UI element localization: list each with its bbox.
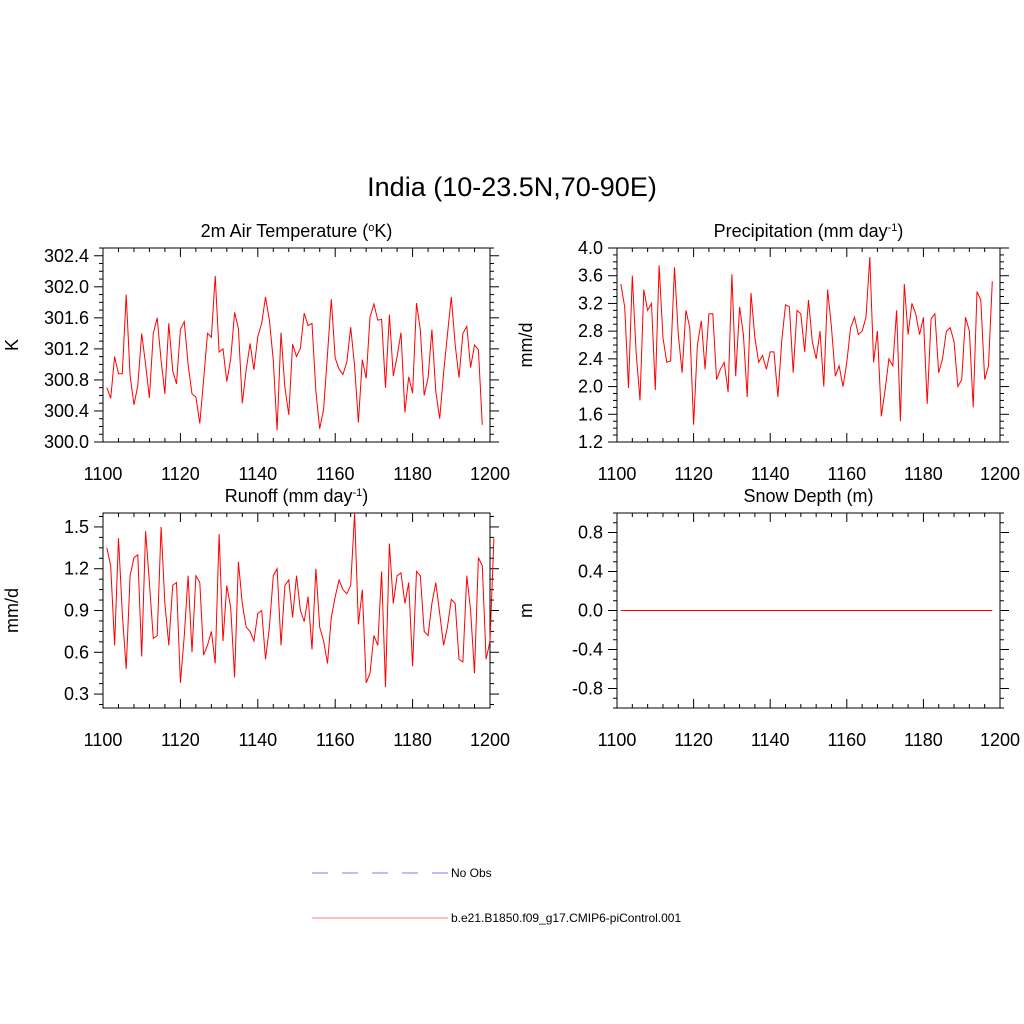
legend-label-picontrol: b.e21.B1850.f09_g17.CMIP6-piControl.001 — [451, 911, 681, 925]
panel-1-xtick-label: 1200 — [470, 464, 510, 484]
panel-3-xtick-label: 1200 — [470, 730, 510, 750]
panel-4-xtick-label: 1100 — [598, 730, 637, 750]
panel-3-series-line — [106, 512, 495, 688]
legend: No Obs b.e21.B1850.f09_g17.CMIP6-piContr… — [312, 866, 681, 925]
panel-3-xtick-label: 1140 — [238, 730, 277, 750]
panel-2-ytick-label: 3.6 — [578, 266, 603, 286]
panel-1-ytick-label: 302.4 — [44, 246, 89, 266]
panel-4-ylabel: m — [516, 603, 536, 618]
figure-title: India (10-23.5N,70-90E) — [367, 172, 657, 202]
panel-4-xtick-label: 1160 — [827, 730, 866, 750]
panel-1-ylabel: K — [2, 339, 22, 351]
panel-4-ytick-label: 0.0 — [578, 601, 603, 621]
panel-1-frame — [102, 247, 491, 443]
panel-2-ytick-label: 1.6 — [578, 404, 603, 424]
panel-2-xtick-label: 1200 — [980, 464, 1020, 484]
panel-2-xtick-label: 1160 — [827, 464, 866, 484]
legend-label-no-obs: No Obs — [451, 866, 492, 880]
panel-2-xtick-label: 1140 — [751, 464, 790, 484]
panel-3-xtick-label: 1120 — [161, 730, 200, 750]
panel-3-xtick-label: 1160 — [316, 730, 355, 750]
panel-2-title: Precipitation (mm day-1) — [714, 221, 904, 241]
panel-4-ytick-label: -0.4 — [572, 640, 603, 660]
panel-4-xtick-label: 1120 — [674, 730, 713, 750]
panel-3-frame — [102, 512, 491, 709]
panel-3-ylabel: mm/d — [2, 588, 22, 633]
panel-4-ytick-label: -0.8 — [572, 679, 603, 699]
panel-2-ytick-label: 4.0 — [578, 238, 603, 258]
panel-3-title: Runoff (mm day-1) — [225, 486, 369, 506]
panel-3-ytick-label: 1.5 — [64, 517, 89, 537]
panel-4-xtick-label: 1200 — [980, 730, 1020, 750]
panel-1-xtick-label: 1160 — [316, 464, 355, 484]
panel-1-ytick-label: 301.2 — [44, 339, 89, 359]
panel-air-temperature: 2m Air Temperature (oK) K 1100 1120 1140 1160… — [2, 221, 510, 484]
panel-2-xtick-label: 1180 — [904, 464, 943, 484]
panel-2-xtick-label: 1120 — [674, 464, 713, 484]
panel-runoff: Runoff (mm day-1) mm/d 1100 1120 1140 1160 118… — [2, 486, 510, 750]
panel-4-xtick-label: 1140 — [751, 730, 790, 750]
panel-4-title: Snow Depth (m) — [743, 486, 873, 506]
panel-1-xtick-label: 1100 — [84, 464, 123, 484]
panel-1-ytick-label: 300.4 — [44, 401, 89, 421]
panel-1-title: 2m Air Temperature (oK) — [201, 221, 393, 241]
panel-4-xtick-label: 1180 — [904, 730, 943, 750]
panel-3-ytick-label: 0.3 — [64, 684, 89, 704]
panel-4-ytick-label: 0.4 — [578, 562, 603, 582]
panel-3-xtick-label: 1180 — [393, 730, 432, 750]
panel-2-ytick-label: 2.8 — [578, 321, 603, 341]
panel-1-series-line — [106, 275, 483, 431]
panel-1-xtick-label: 1140 — [238, 464, 277, 484]
panel-1-ytick-label: 300.0 — [44, 432, 89, 452]
panel-2-ytick-label: 2.4 — [578, 349, 603, 369]
panel-3-ytick-label: 0.6 — [64, 642, 89, 662]
panel-1-xtick-label: 1180 — [393, 464, 432, 484]
panel-2-xtick-label: 1100 — [598, 464, 637, 484]
panel-2-ytick-label: 3.2 — [578, 293, 603, 313]
panel-1-xtick-label: 1120 — [161, 464, 200, 484]
panel-1-ytick-label: 300.8 — [44, 370, 89, 390]
panel-1-ytick-label: 301.6 — [44, 308, 89, 328]
panel-4-ytick-label: 0.8 — [578, 523, 603, 543]
panel-3-ytick-label: 1.2 — [64, 559, 89, 579]
panel-3-ytick-label: 0.9 — [64, 601, 89, 621]
panel-2-ytick-label: 2.0 — [578, 377, 603, 397]
panel-3-xtick-label: 1100 — [84, 730, 123, 750]
panel-2-ylabel: mm/d — [516, 323, 536, 368]
panel-snow-depth: Snow Depth (m) m 1100 1120 1140 1160 1180 1200 -… — [516, 486, 1020, 750]
panel-1-ytick-label: 302.0 — [44, 277, 89, 297]
panel-2-series-line — [620, 256, 993, 425]
panel-precipitation: Precipitation (mm day-1) mm/d 1100 1120 1140… — [516, 221, 1020, 484]
panel-2-ytick-label: 1.2 — [578, 432, 603, 452]
